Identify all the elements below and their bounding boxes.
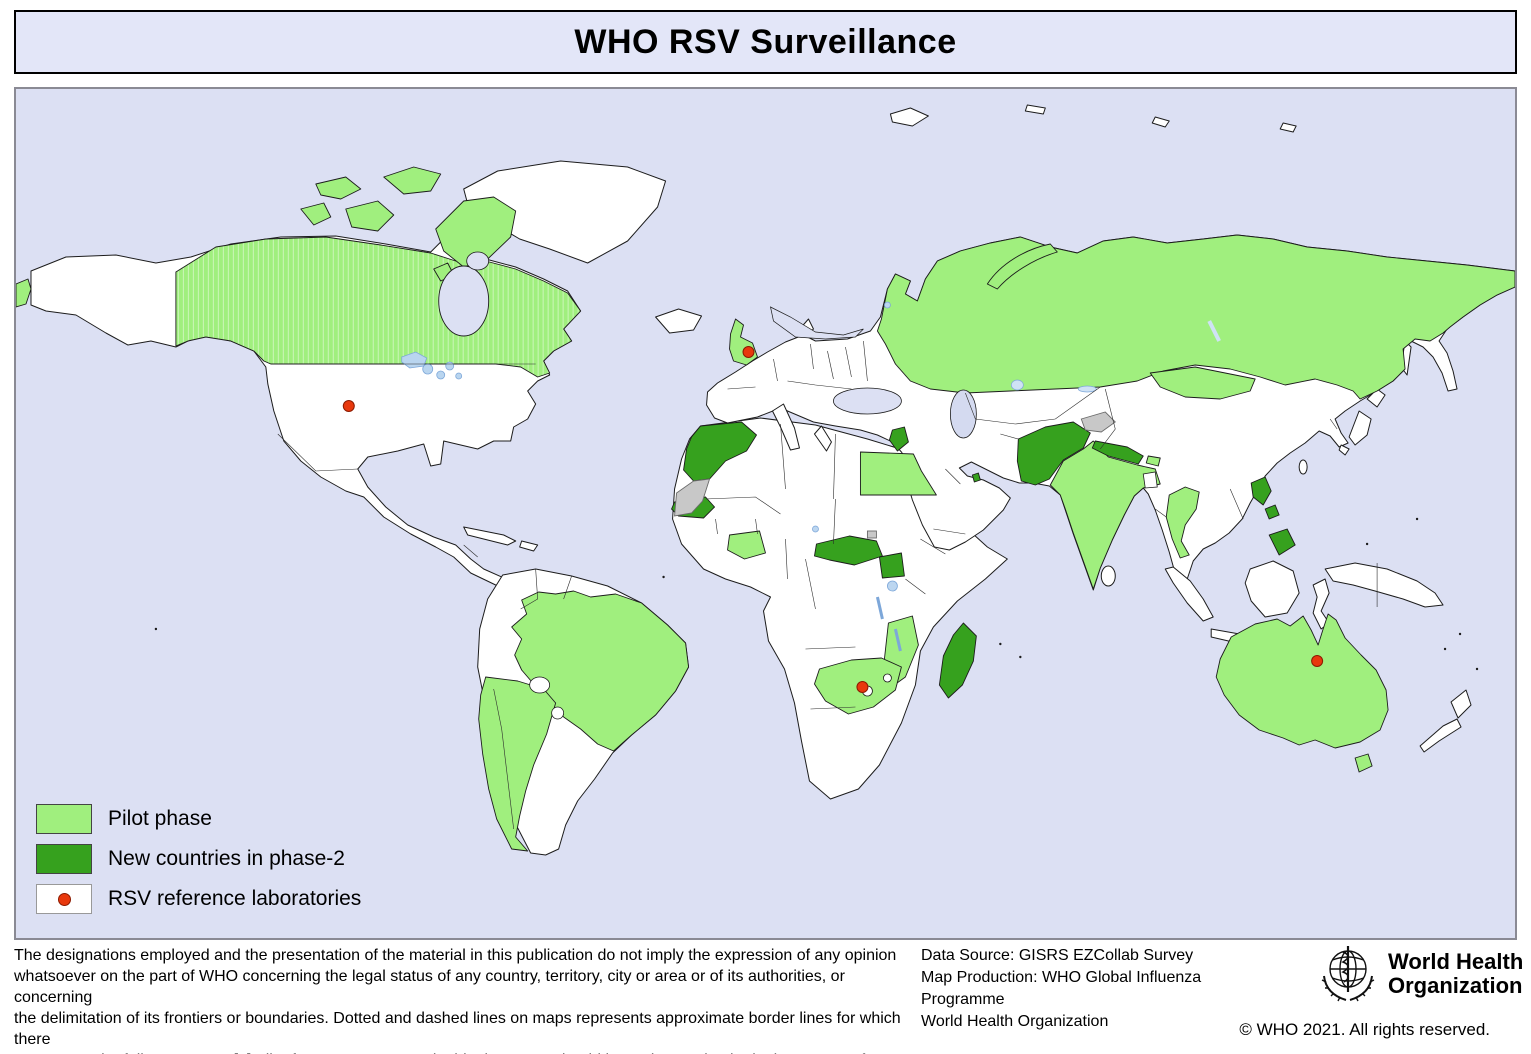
lake-ladoga: [884, 301, 891, 309]
canada-arctic-islands: [300, 166, 517, 282]
phase2-label: New countries in phase-2: [108, 847, 345, 870]
greece: [813, 425, 832, 452]
western-sahara: [674, 478, 711, 517]
country-cote-divoire: [727, 530, 766, 560]
lab-dot-south-africa: [856, 681, 869, 693]
who-logo-line1: World Health: [1388, 949, 1524, 974]
sumatra: [1164, 566, 1214, 622]
country-thailand: [1165, 486, 1200, 559]
copyright-text: © WHO 2021. All rights reserved.: [1239, 1020, 1490, 1039]
lab-dot-uk: [742, 346, 755, 358]
disclaimer-line: the delimitation of its frontiers or bou…: [14, 1010, 901, 1048]
aral-sea: [1010, 379, 1024, 391]
country-pakistan: [1016, 421, 1091, 486]
who-logo-line2: Organization: [1388, 973, 1523, 998]
phase2-countries: [671, 421, 1296, 699]
legend-row-phase2: New countries in phase-2: [36, 844, 361, 874]
title-bar: WHO RSV Surveillance: [14, 10, 1517, 74]
lake-balkhash: [1077, 385, 1097, 393]
who-logo-text: World Health Organization: [1388, 950, 1523, 998]
country-philippines: [1250, 476, 1296, 556]
country-mongolia: [1149, 366, 1256, 400]
legend-row-pilot: Pilot phase: [36, 804, 361, 834]
country-argentina-chile: [478, 676, 557, 852]
country-jordan: [888, 426, 909, 452]
country-canada: [175, 236, 582, 378]
map-panel: Pilot phase New countries in phase-2 RSV…: [14, 87, 1517, 940]
country-nepal: [1091, 440, 1144, 465]
disclaimer-line: whatsoever on the part of WHO concerning…: [14, 968, 845, 1006]
pilot-phase-label: Pilot phase: [108, 807, 212, 830]
phase2-swatch: [36, 844, 92, 874]
data-source-text: Data Source: GISRS EZCollab Survey Map P…: [921, 945, 1281, 1033]
source-line: Data Source: GISRS EZCollab Survey: [921, 947, 1194, 964]
pilot-phase-countries: [16, 166, 1515, 852]
baltic-sea: [770, 306, 864, 340]
source-line: Map Production: WHO Global Influenza Pro…: [921, 969, 1202, 1008]
source-line: World Health Organization: [921, 1013, 1109, 1030]
novaya-zemlya: [986, 243, 1058, 290]
world-map: [16, 89, 1515, 938]
country-qatar: [971, 472, 981, 483]
taiwan: [1298, 459, 1308, 475]
disclaimer-text: The designations employed and the presen…: [14, 945, 914, 1054]
caspian-sea: [949, 389, 977, 439]
arctic-islets: [889, 104, 1297, 133]
caribbean-islands: [463, 526, 539, 552]
abyei-area: [866, 530, 877, 539]
disclaimer-line: may not yet be full agreement. [1] All r…: [14, 1050, 914, 1054]
country-russia: [876, 234, 1515, 400]
paraguay: [529, 676, 551, 694]
country-uganda: [878, 552, 905, 579]
rsv-labs-swatch: [36, 884, 92, 914]
black-sea: [833, 387, 902, 415]
eswatini: [883, 673, 892, 683]
water-bodies: [401, 251, 1221, 652]
rsv-labs-label: RSV reference laboratories: [108, 887, 362, 910]
chukotka-left-edge: [16, 278, 32, 308]
country-bhutan: [1145, 455, 1161, 467]
country-borders: [270, 330, 1378, 830]
page-title: WHO RSV Surveillance: [574, 22, 957, 61]
jammu-kashmir: [1080, 411, 1116, 433]
not-applicable-areas: [674, 411, 1116, 539]
hudson-bay-north: [466, 251, 490, 271]
country-brazil: [511, 590, 690, 752]
borneo: [1244, 560, 1300, 618]
who-logo-block: World Health Organization: [1316, 942, 1523, 1006]
map-legend: Pilot phase New countries in phase-2 RSV…: [36, 804, 361, 914]
small-islands: [154, 517, 1479, 671]
lab-dot-usa: [342, 400, 355, 412]
country-iceland: [655, 308, 703, 334]
lake-chad: [812, 525, 819, 533]
lake-baikal: [1207, 320, 1221, 342]
lake-victoria: [887, 580, 898, 592]
lab-dot-icon: [57, 892, 71, 906]
italy: [771, 403, 800, 451]
tasmania: [1354, 753, 1373, 773]
footer: The designations employed and the presen…: [0, 940, 1531, 1054]
country-central-african-republic: [814, 535, 883, 566]
lab-dot-australia: [1311, 655, 1324, 667]
legend-row-labs: RSV reference laboratories: [36, 884, 361, 914]
country-australia: [1215, 613, 1389, 749]
disclaimer-line: The designations employed and the presen…: [14, 947, 897, 964]
country-madagascar: [938, 622, 977, 699]
uruguay: [551, 706, 565, 720]
rsv-lab-markers: [342, 346, 1324, 693]
new-guinea: [1324, 562, 1444, 608]
new-zealand: [1419, 689, 1472, 753]
sri-lanka: [1100, 565, 1116, 587]
pilot-phase-swatch: [36, 804, 92, 834]
who-logo-icon: [1321, 946, 1375, 1002]
bangladesh: [1142, 471, 1158, 489]
hudson-bay: [438, 265, 490, 337]
african-lakes: [812, 301, 902, 652]
country-india: [1049, 440, 1161, 590]
